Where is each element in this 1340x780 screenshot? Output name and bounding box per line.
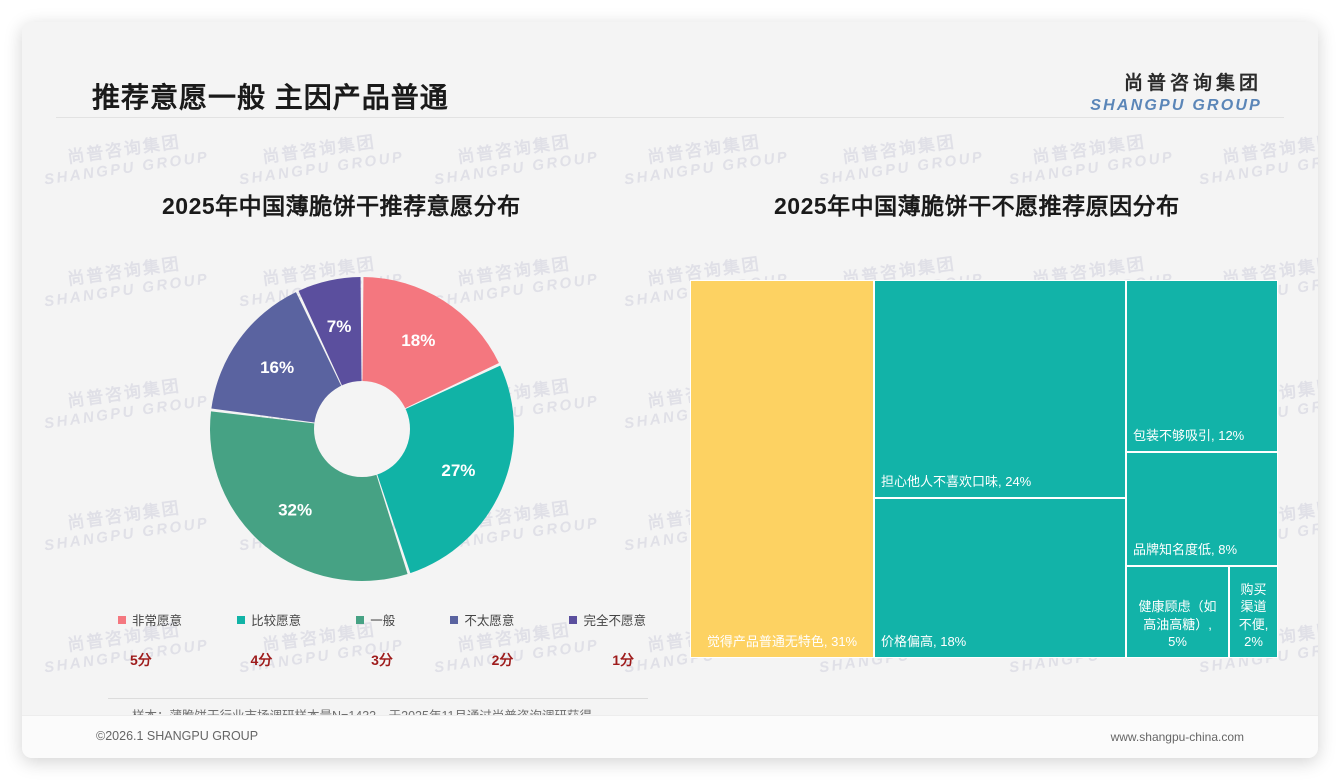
donut-value-labels: 18% 27% 32% 16% 7% [260,317,475,519]
brand-logo-cn: 尚普咨询集团 [1123,73,1262,94]
treemap-cell-label: 健康顾虑（如高油高糖）, 5% [1138,599,1217,650]
legend-item-not-willing-at-all[interactable]: 完全不愿意 [569,610,646,629]
copyright-text: ©2026.1 SHANGPU GROUP [96,729,259,743]
donut-slices [209,277,515,581]
treemap-cell-packaging[interactable]: 包装不够吸引, 12% [1126,280,1278,452]
donut-slice[interactable] [362,277,499,429]
donut-legend: 非常愿意 比较愿意 一般 不太愿意 完全不愿意 [92,610,672,629]
treemap-cell-label: 购买渠道不便, 2% [1238,581,1269,650]
legend-swatch-icon [450,615,459,624]
donut-chart-panel: 18% 27% 32% 16% 7% 非常愿意 比较愿意 一般 不太愿意 完全不愿意 [92,242,672,692]
donut-slice[interactable] [211,292,362,429]
score-label-3: 3分 [371,652,393,668]
slide-header: 推荐意愿一般 主因产品普通 尚普咨询集团 SHANGPU GROUP [22,22,1318,118]
score-label-row: 5分 4分 3分 2分 1分 [92,650,672,670]
legend-item-label: 非常愿意 [132,614,183,628]
brand-logo: 尚普咨询集团 SHANGPU GROUP [1090,68,1262,115]
treemap-cell-taste-worry[interactable]: 担心他人不喜欢口味, 24% [874,280,1126,498]
donut-chart-title: 2025年中国薄脆饼干推荐意愿分布 [162,193,521,219]
page-title: 推荐意愿一般 主因产品普通 [92,82,449,113]
treemap-cell-label: 觉得产品普通无特色, 31% [706,634,858,650]
treemap-chart: 觉得产品普通无特色, 31% 担心他人不喜欢口味, 24% 价格偏高, 18% … [690,280,1278,658]
treemap-cell-label: 价格偏高, 18% [881,634,967,650]
footnote-divider [108,698,648,699]
legend-item-label: 不太愿意 [464,614,515,628]
donut-center-hole [314,381,410,477]
header-divider [56,117,1284,118]
legend-item-not-very-willing[interactable]: 不太愿意 [450,610,514,629]
donut-slice-value-label: 27% [441,461,475,480]
brand-logo-en: SHANGPU GROUP [1090,97,1262,114]
legend-item-very-willing[interactable]: 非常愿意 [118,610,182,629]
donut-slice-value-label: 32% [278,500,312,519]
legend-swatch-icon [118,615,126,624]
treemap-cell-purchase-channel[interactable]: 购买渠道不便, 2% [1229,566,1278,658]
treemap-cell-health-concern[interactable]: 健康顾虑（如高油高糖）, 5% [1126,566,1229,658]
donut-chart-svg: 18% 27% 32% 16% 7% [209,277,515,581]
legend-swatch-icon [237,615,246,624]
donut-slice-value-label: 7% [327,317,352,336]
score-label-2: 2分 [491,652,514,668]
legend-item-label: 一般 [370,614,396,628]
legend-item-label: 比较愿意 [251,614,302,628]
legend-item-label: 完全不愿意 [583,614,646,628]
treemap-cell-label: 品牌知名度低, 8% [1133,542,1238,558]
treemap-cell-price-high[interactable]: 价格偏高, 18% [874,498,1126,658]
website-link[interactable]: www.shangpu-china.com [1110,730,1244,744]
score-label-5: 5分 [130,652,152,668]
legend-swatch-icon [569,615,578,624]
slide-canvas: 尚普咨询集团 SHANGPU GROUP 尚普咨询集团 SHANGPU GROUP 尚普… [22,22,1318,758]
legend-item-fairly-willing[interactable]: 比较愿意 [237,610,301,629]
score-label-4: 4分 [250,652,273,668]
treemap-cell-brand-awareness[interactable]: 品牌知名度低, 8% [1126,452,1278,566]
donut-slice-value-label: 16% [260,358,294,377]
treemap-cell-label: 包装不够吸引, 12% [1133,428,1245,444]
legend-item-neutral[interactable]: 一般 [356,610,395,629]
donut-slice-value-label: 18% [401,331,435,350]
score-label-1: 1分 [612,652,634,668]
legend-swatch-icon [356,615,365,624]
treemap-cell-label: 担心他人不喜欢口味, 24% [881,474,1032,490]
footer-bar: ©2026.1 SHANGPU GROUP www.shangpu-china.… [22,715,1318,758]
treemap-cell-product-ordinary[interactable]: 觉得产品普通无特色, 31% [690,280,874,658]
treemap-chart-title: 2025年中国薄脆饼干不愿推荐原因分布 [774,193,1180,219]
